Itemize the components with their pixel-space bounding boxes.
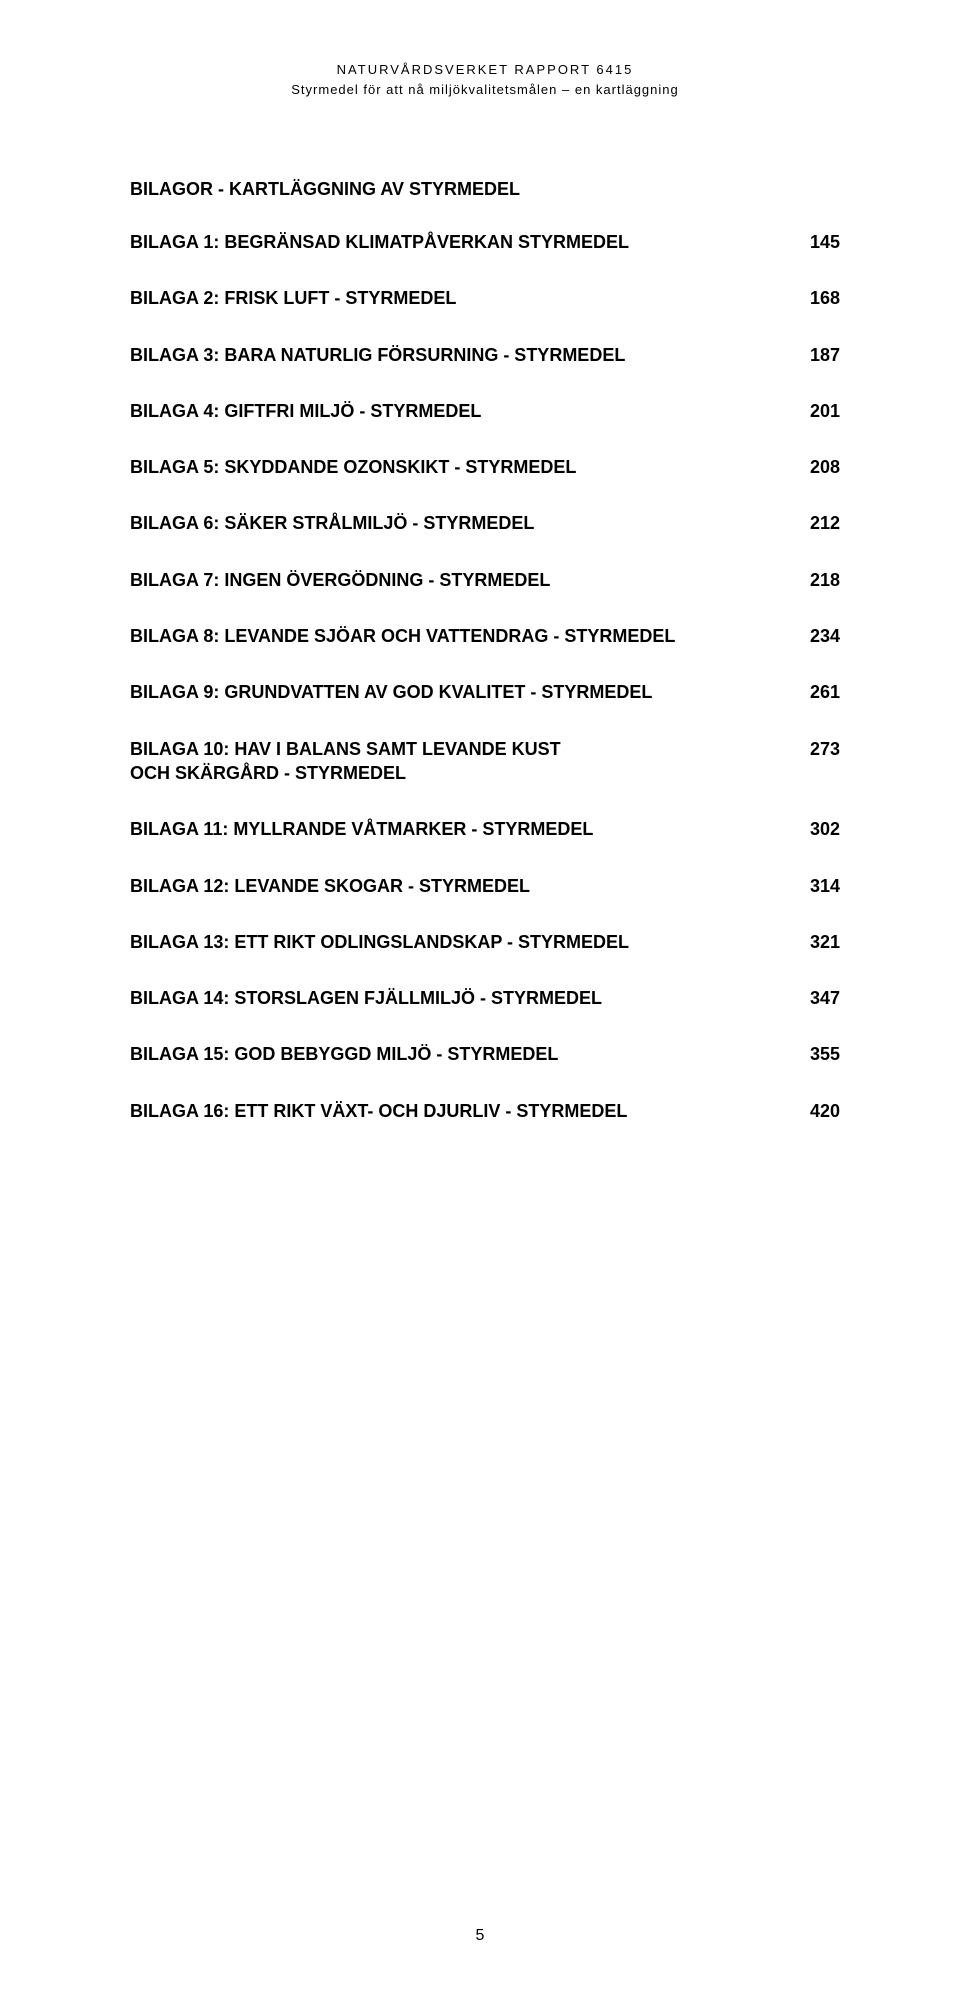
toc-entry: BILAGA 12: LEVANDE SKOGAR - STYRMEDEL 31… bbox=[130, 874, 840, 898]
toc-entry: BILAGA 5: SKYDDANDE OZONSKIKT - STYRMEDE… bbox=[130, 455, 840, 479]
toc-page: 208 bbox=[790, 455, 840, 479]
toc-label: BILAGA 4: GIFTFRI MILJÖ - STYRMEDEL bbox=[130, 399, 790, 423]
toc-entry: BILAGA 11: MYLLRANDE VÅTMARKER - STYRMED… bbox=[130, 817, 840, 841]
toc-label: BILAGA 8: LEVANDE SJÖAR OCH VATTENDRAG -… bbox=[130, 624, 790, 648]
toc-entry: BILAGA 6: SÄKER STRÅLMILJÖ - STYRMEDEL 2… bbox=[130, 511, 840, 535]
document-page: NATURVÅRDSVERKET RAPPORT 6415 Styrmedel … bbox=[0, 0, 960, 1995]
toc-label: BILAGA 2: FRISK LUFT - STYRMEDEL bbox=[130, 286, 790, 310]
toc-entry: BILAGA 2: FRISK LUFT - STYRMEDEL 168 bbox=[130, 286, 840, 310]
toc-page: 187 bbox=[790, 343, 840, 367]
page-header: NATURVÅRDSVERKET RAPPORT 6415 Styrmedel … bbox=[130, 60, 840, 99]
header-line-1: NATURVÅRDSVERKET RAPPORT 6415 bbox=[130, 60, 840, 80]
header-line-2: Styrmedel för att nå miljökvalitetsmålen… bbox=[130, 80, 840, 100]
toc-label: BILAGA 9: GRUNDVATTEN AV GOD KVALITET - … bbox=[130, 680, 790, 704]
toc-page: 355 bbox=[790, 1042, 840, 1066]
section-title: BILAGOR - KARTLÄGGNING AV STYRMEDEL bbox=[130, 179, 840, 200]
toc-page: 168 bbox=[790, 286, 840, 310]
toc-page: 420 bbox=[790, 1099, 840, 1123]
toc-entry: BILAGA 13: ETT RIKT ODLINGSLANDSKAP - ST… bbox=[130, 930, 840, 954]
toc-entry: BILAGA 15: GOD BEBYGGD MILJÖ - STYRMEDEL… bbox=[130, 1042, 840, 1066]
toc-label: BILAGA 11: MYLLRANDE VÅTMARKER - STYRMED… bbox=[130, 817, 790, 841]
toc-page: 261 bbox=[790, 680, 840, 704]
page-number: 5 bbox=[0, 1927, 960, 1945]
toc-label: BILAGA 6: SÄKER STRÅLMILJÖ - STYRMEDEL bbox=[130, 511, 790, 535]
toc-label: BILAGA 1: BEGRÄNSAD KLIMATPÅVERKAN STYRM… bbox=[130, 230, 790, 254]
toc-page: 347 bbox=[790, 986, 840, 1010]
toc-entry: BILAGA 9: GRUNDVATTEN AV GOD KVALITET - … bbox=[130, 680, 840, 704]
toc-entry: BILAGA 4: GIFTFRI MILJÖ - STYRMEDEL 201 bbox=[130, 399, 840, 423]
toc-label: BILAGA 7: INGEN ÖVERGÖDNING - STYRMEDEL bbox=[130, 568, 790, 592]
toc-label: BILAGA 12: LEVANDE SKOGAR - STYRMEDEL bbox=[130, 874, 790, 898]
toc-label: BILAGA 10: HAV I BALANS SAMT LEVANDE KUS… bbox=[130, 737, 790, 786]
toc-page: 234 bbox=[790, 624, 840, 648]
toc-label: BILAGA 15: GOD BEBYGGD MILJÖ - STYRMEDEL bbox=[130, 1042, 790, 1066]
toc-entry: BILAGA 16: ETT RIKT VÄXT- OCH DJURLIV - … bbox=[130, 1099, 840, 1123]
toc-label: BILAGA 16: ETT RIKT VÄXT- OCH DJURLIV - … bbox=[130, 1099, 790, 1123]
toc-page: 321 bbox=[790, 930, 840, 954]
toc-label: BILAGA 3: BARA NATURLIG FÖRSURNING - STY… bbox=[130, 343, 790, 367]
toc-entry: BILAGA 8: LEVANDE SJÖAR OCH VATTENDRAG -… bbox=[130, 624, 840, 648]
toc-page: 201 bbox=[790, 399, 840, 423]
toc-entry: BILAGA 10: HAV I BALANS SAMT LEVANDE KUS… bbox=[130, 737, 840, 786]
toc-label: BILAGA 14: STORSLAGEN FJÄLLMILJÖ - STYRM… bbox=[130, 986, 790, 1010]
toc-page: 273 bbox=[790, 737, 840, 761]
toc-entry: BILAGA 3: BARA NATURLIG FÖRSURNING - STY… bbox=[130, 343, 840, 367]
toc-page: 145 bbox=[790, 230, 840, 254]
toc-page: 314 bbox=[790, 874, 840, 898]
table-of-contents: BILAGA 1: BEGRÄNSAD KLIMATPÅVERKAN STYRM… bbox=[130, 230, 840, 1123]
toc-label: BILAGA 13: ETT RIKT ODLINGSLANDSKAP - ST… bbox=[130, 930, 790, 954]
toc-page: 218 bbox=[790, 568, 840, 592]
toc-entry: BILAGA 14: STORSLAGEN FJÄLLMILJÖ - STYRM… bbox=[130, 986, 840, 1010]
toc-entry: BILAGA 7: INGEN ÖVERGÖDNING - STYRMEDEL … bbox=[130, 568, 840, 592]
toc-entry: BILAGA 1: BEGRÄNSAD KLIMATPÅVERKAN STYRM… bbox=[130, 230, 840, 254]
toc-page: 212 bbox=[790, 511, 840, 535]
toc-page: 302 bbox=[790, 817, 840, 841]
toc-label: BILAGA 5: SKYDDANDE OZONSKIKT - STYRMEDE… bbox=[130, 455, 790, 479]
